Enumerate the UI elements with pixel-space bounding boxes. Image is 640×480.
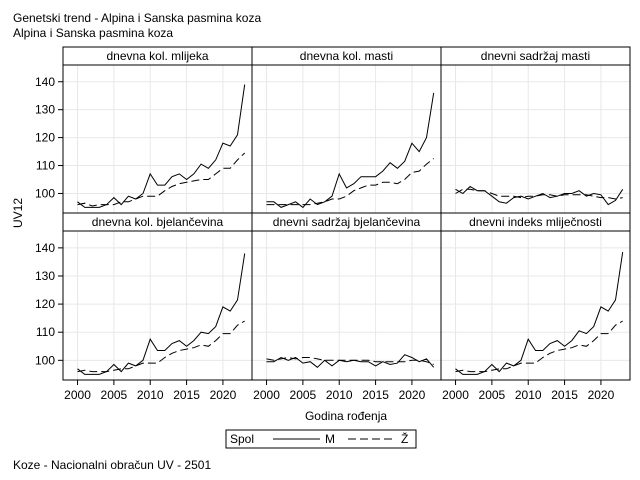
x-tick-label: 2015 [362, 388, 389, 402]
panel-1: dnevna kol. mlijeka 100 110 120 130 140 [35, 46, 253, 214]
panel-border [62, 230, 253, 381]
series-line-m [77, 253, 246, 375]
panel-label: dnevna kol. bjelančevina [92, 215, 224, 229]
panel-border [62, 64, 253, 214]
series-line-z [77, 320, 245, 373]
series-line-m [266, 354, 435, 368]
x-tick-label: 2005 [101, 388, 128, 402]
x-tick-label: 2000 [64, 388, 91, 402]
y-tick-label: 110 [36, 325, 55, 339]
series-line-m [77, 84, 246, 208]
y-tick-label: 100 [35, 186, 55, 200]
x-tick-label: 2005 [290, 388, 317, 402]
x-tick-label: 2010 [326, 388, 353, 402]
series-line-z [266, 158, 435, 206]
legend-label-z: Ž [401, 431, 408, 446]
y-tick-label: 130 [35, 269, 55, 283]
panel-border [440, 230, 631, 381]
x-tick-label: 2015 [551, 388, 578, 402]
legend-label-m: M [325, 432, 335, 446]
series-line-z [455, 320, 623, 373]
series-line-z [266, 356, 434, 365]
x-tick-label: 2020 [210, 388, 237, 402]
y-tick-label: 120 [35, 131, 55, 145]
y-tick-label: 100 [35, 353, 55, 367]
x-tick-label: 2015 [173, 388, 200, 402]
series-line-z [77, 152, 246, 207]
panel-label: dnevni sadržaj bjelančevina [273, 215, 421, 229]
panel-4: dnevna kol. bjelančevina 100 110 120 130 140 2… [35, 212, 253, 402]
panel-label: dnevni indeks mliječnosti [469, 215, 602, 229]
chart-subtitle: Alpina i Sanska pasmina koza [13, 26, 174, 40]
x-tick-label: 2000 [442, 388, 469, 402]
panel-3: dnevni sadržaj masti [440, 46, 631, 214]
panel-5: dnevni sadržaj bjelančevina 2000 2005 2010 2… [251, 212, 442, 402]
y-axis-label: UV12 [11, 198, 25, 228]
y-tick-label: 120 [35, 297, 55, 311]
panel-border [251, 64, 442, 214]
panel-label: dnevni sadržaj masti [481, 49, 590, 63]
y-tick-label: 140 [35, 75, 55, 89]
legend-box [225, 429, 417, 449]
legend-title: Spol [230, 432, 254, 446]
x-tick-label: 2010 [515, 388, 542, 402]
legend: Spol M Ž [225, 429, 417, 449]
series-line-z [455, 188, 623, 200]
series-line-m [455, 252, 624, 375]
panel-6: dnevni indeks mliječnosti 2000 2005 2010 201… [440, 212, 631, 402]
x-tick-label: 2000 [253, 388, 280, 402]
x-axis-label: Godina rođenja [305, 409, 387, 423]
y-tick-label: 130 [35, 103, 55, 117]
panel-border [440, 64, 631, 214]
footnote: Koze - Nacionalni obračun UV - 2501 [13, 458, 212, 472]
y-tick-label: 110 [36, 159, 55, 173]
y-tick-label: 140 [35, 241, 55, 255]
panel-label: dnevna kol. mlijeka [106, 49, 208, 63]
series-line-m [266, 92, 435, 209]
panel-label: dnevna kol. masti [300, 49, 393, 63]
x-tick-label: 2010 [137, 388, 164, 402]
x-tick-label: 2005 [479, 388, 506, 402]
panel-2: dnevna kol. masti [251, 46, 442, 214]
x-tick-label: 2020 [399, 388, 426, 402]
chart-title: Genetski trend - Alpina i Sanska pasmina… [13, 11, 262, 25]
x-tick-label: 2020 [588, 388, 615, 402]
